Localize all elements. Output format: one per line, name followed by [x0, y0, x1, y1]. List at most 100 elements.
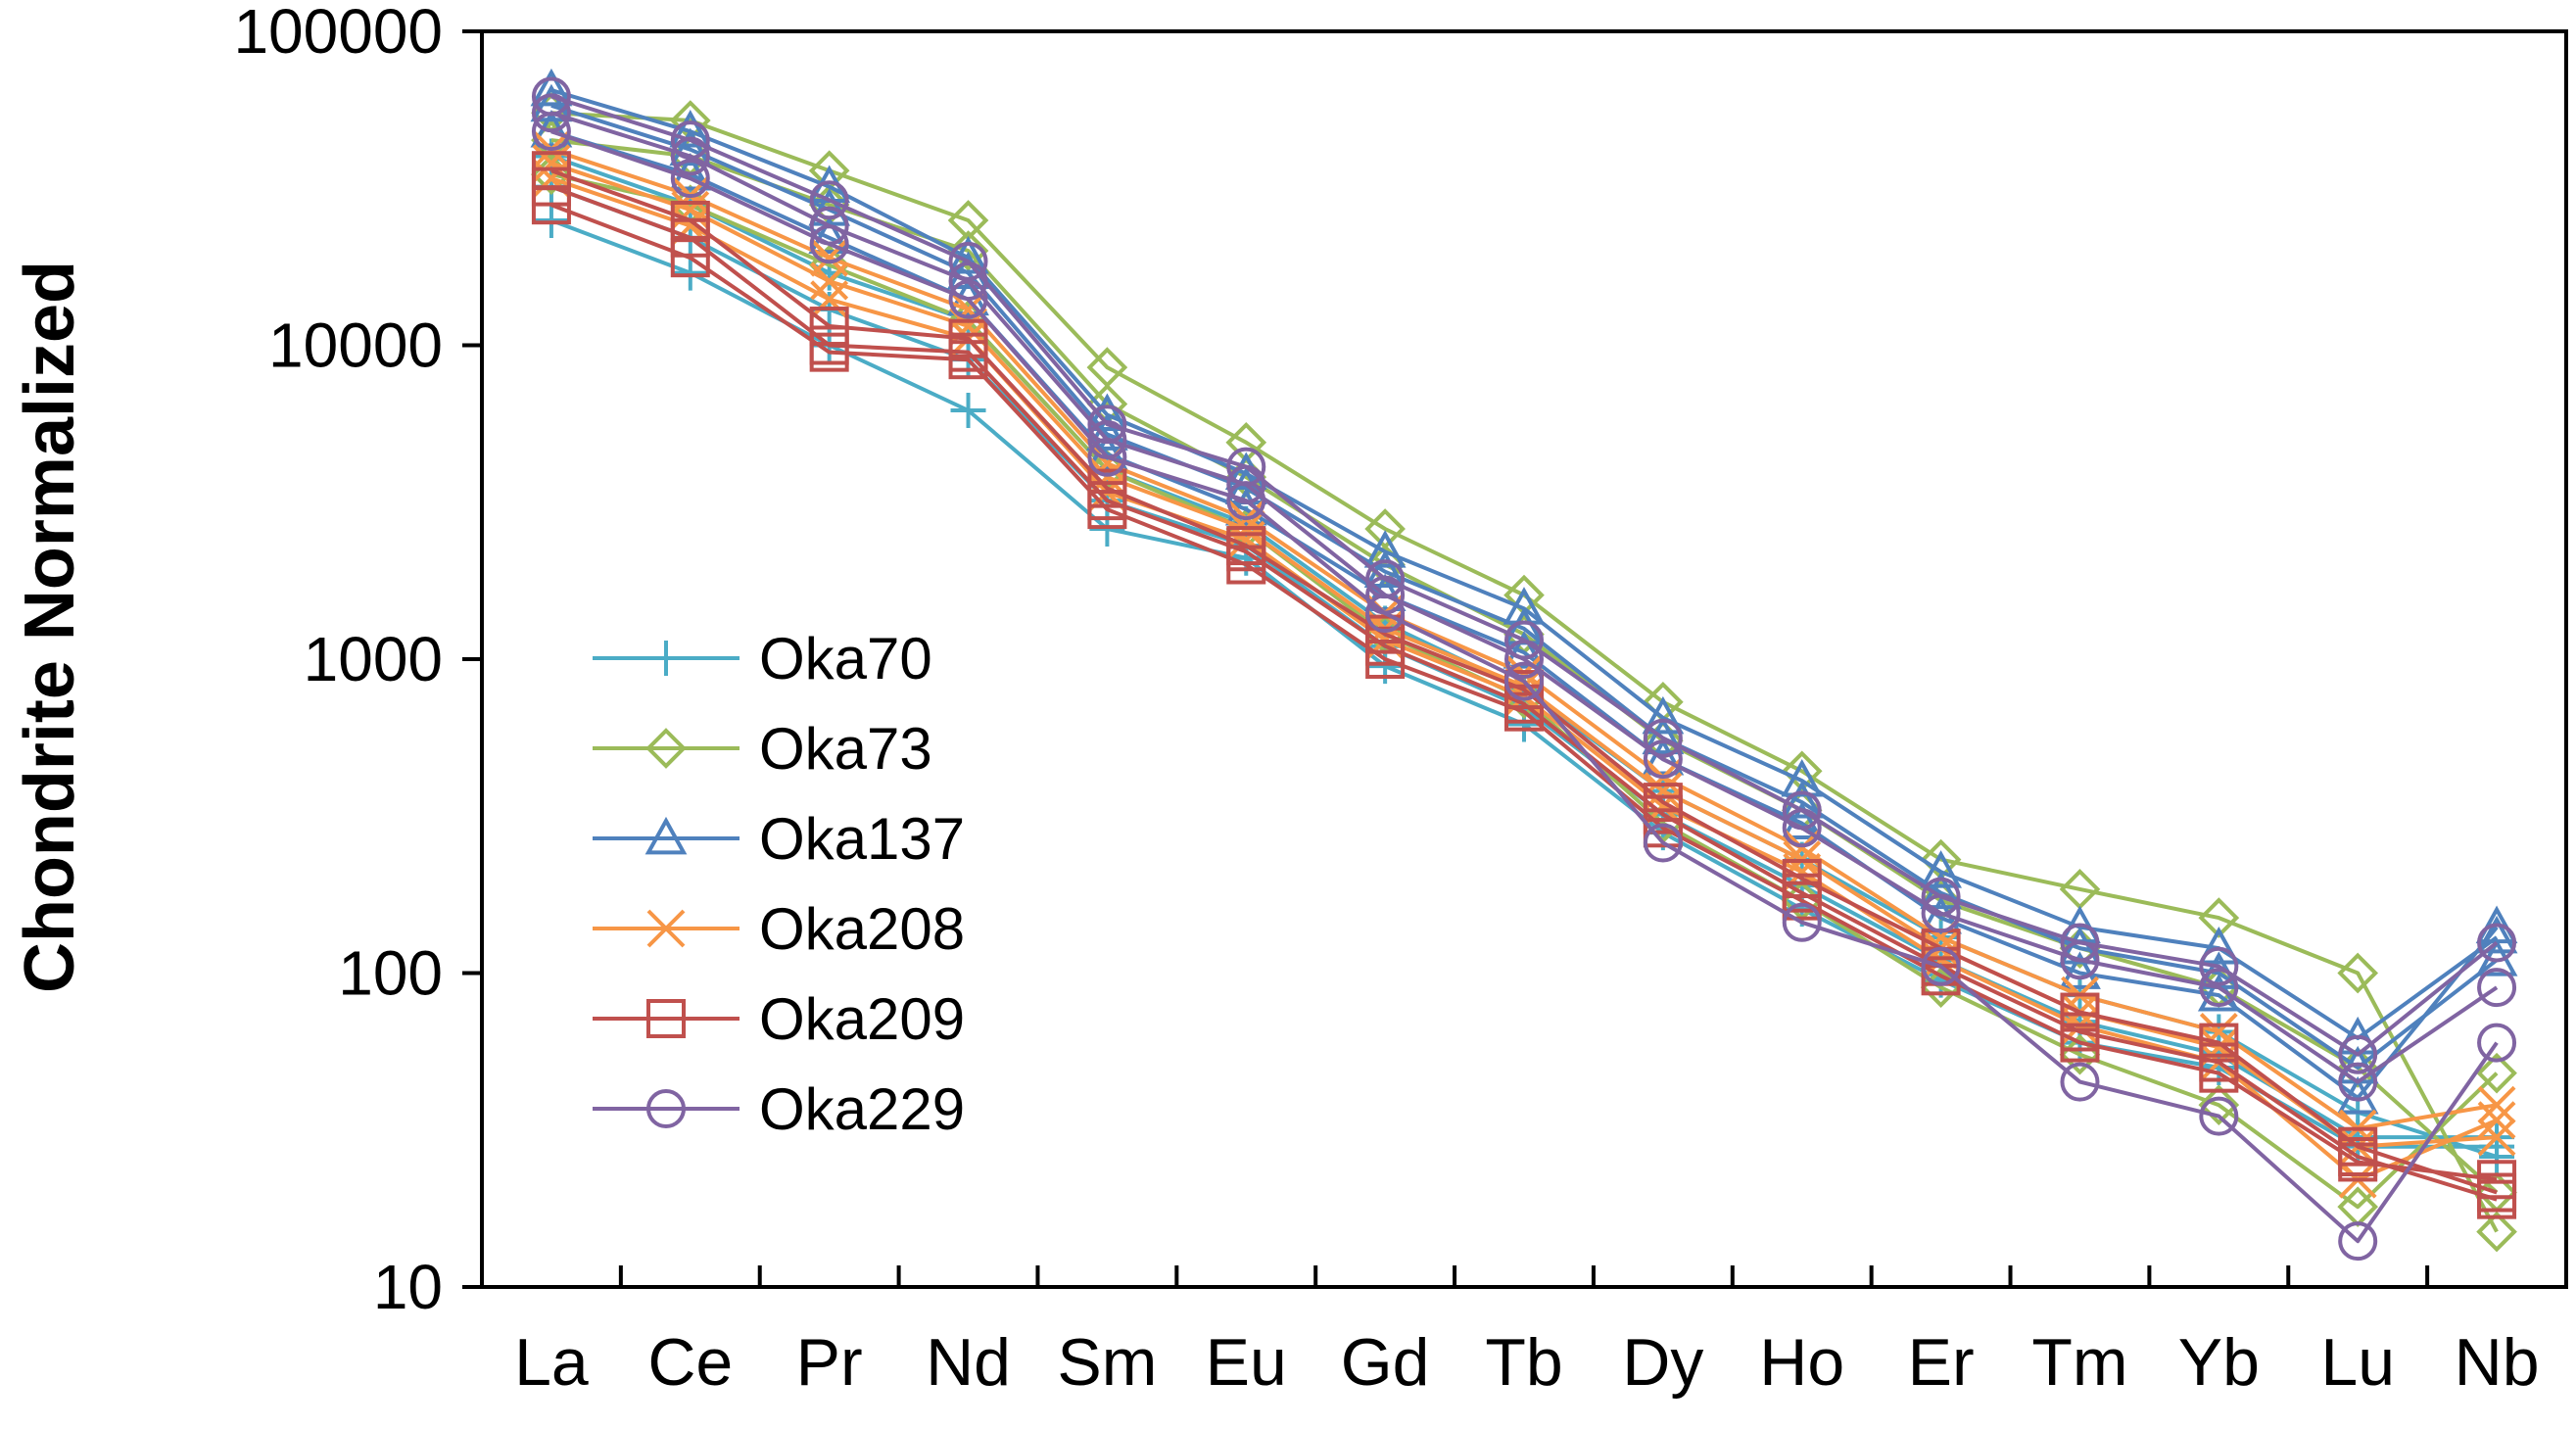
x-tick-label-ce: Ce: [647, 1325, 733, 1400]
data-point-oka229-nb: [2477, 1023, 2517, 1063]
legend-label-oka73: Oka73: [759, 716, 932, 782]
data-point-oka70-la: [533, 202, 569, 238]
data-point-oka70-ce: [672, 255, 708, 291]
x-tick-label-dy: Dy: [1622, 1325, 1703, 1400]
data-point-oka209-nb: [2477, 1179, 2517, 1219]
data-point-oka229-lu: [2338, 1034, 2378, 1074]
legend: Oka70 Oka73 Oka137 Oka208 Oka209 Oka229: [593, 626, 965, 1142]
legend-item-oka137: Oka137: [593, 806, 965, 872]
data-point-oka137-tm: [2059, 951, 2101, 989]
data-point-oka229-pr: [809, 180, 849, 220]
y-tick-label: 10: [373, 1252, 443, 1322]
data-point-oka209-ce: [670, 238, 710, 278]
data-point-oka229-nb: [2477, 923, 2517, 963]
data-point-oka73-yb: [2198, 897, 2240, 938]
legend-item-oka73: Oka73: [593, 716, 932, 782]
data-point-oka137-yb: [2197, 927, 2240, 965]
data-point-oka229-er: [1921, 946, 1961, 986]
legend-marker-oka209: [646, 999, 686, 1038]
legend-label-oka208: Oka208: [759, 896, 965, 962]
data-point-oka229-pr: [809, 224, 849, 264]
series-oka229: [531, 76, 2517, 1262]
data-point-oka229-eu: [1226, 481, 1266, 521]
x-tick-label-nb: Nb: [2455, 1325, 2540, 1400]
legend-item-oka229: Oka229: [593, 1076, 965, 1142]
data-point-oka229-sm: [1087, 405, 1127, 445]
data-point-oka137-dy: [1642, 738, 1685, 776]
series-line-oka137-2: [550, 103, 2499, 1070]
x-tick-label-er: Er: [1908, 1325, 1975, 1400]
data-point-oka209-la: [531, 185, 571, 225]
series-line-oka209-1: [550, 168, 2498, 1195]
data-point-oka137-ho: [1781, 781, 1824, 819]
data-point-oka229-la: [531, 112, 571, 152]
legend-label-oka137: Oka137: [759, 806, 965, 872]
x-tick-label-pr: Pr: [796, 1325, 863, 1400]
data-point-oka73-nb: [2476, 1211, 2517, 1253]
data-point-oka137-dy: [1642, 695, 1685, 735]
data-point-oka209-nd: [948, 340, 988, 380]
data-point-oka209-gd: [1365, 640, 1406, 679]
data-marks: [530, 68, 2518, 1262]
data-point-oka229-gd: [1365, 594, 1406, 634]
data-point-oka209-ce: [670, 217, 710, 258]
data-point-oka137-la: [530, 68, 573, 107]
y-axis-label: Chondrite Normalized: [11, 261, 89, 993]
y-tick-label: 10000: [268, 310, 443, 381]
data-point-oka137-er: [1920, 850, 1962, 888]
data-point-oka229-er: [1921, 893, 1961, 933]
series-line-oka137-3: [550, 129, 2499, 1100]
data-point-oka229-sm: [1087, 437, 1127, 477]
axes: 10 100 1000 10000 100000 La Ce Pr Nd Sm Eu Gd Tb Dy Ho…: [233, 0, 2539, 1400]
legend-item-oka209: Oka209: [593, 986, 965, 1052]
series-oka209: [531, 151, 2517, 1219]
data-point-oka229-yb: [2199, 946, 2239, 986]
data-point-oka137-tb: [1503, 631, 1546, 669]
series-line-oka229-2: [550, 111, 2499, 1084]
data-point-oka208-nb: [2477, 1101, 2516, 1140]
legend-marker-oka229: [646, 1089, 686, 1128]
data-point-oka209-nb: [2477, 1160, 2517, 1200]
data-point-oka229-ho: [1782, 902, 1822, 942]
legend-item-oka208: Oka208: [593, 896, 965, 962]
x-tick-label-eu: Eu: [1206, 1325, 1287, 1400]
data-point-oka208-pr: [810, 280, 849, 319]
data-point-oka73-nd: [947, 230, 989, 271]
data-point-oka229-nd: [948, 241, 988, 281]
data-point-oka137-dy: [1642, 716, 1685, 755]
data-point-oka137-gd: [1363, 530, 1407, 568]
y-tick-label: 100: [338, 938, 443, 1009]
data-point-oka70-nb: [2479, 1139, 2515, 1174]
data-point-oka209-tb: [1504, 691, 1544, 732]
legend-item-oka70: Oka70: [593, 626, 932, 691]
x-tick-label-lu: Lu: [2320, 1325, 2395, 1400]
x-tick-label-gd: Gd: [1341, 1325, 1430, 1400]
data-point-oka73-nb: [2476, 1052, 2517, 1094]
data-point-oka229-nb: [2477, 968, 2517, 1008]
data-point-oka137-ce: [669, 127, 712, 167]
data-point-oka229-lu: [2338, 1221, 2378, 1262]
data-point-oka229-tm: [2060, 1062, 2100, 1102]
data-point-oka73-yb: [2198, 1084, 2240, 1126]
data-point-oka229-la: [531, 93, 571, 133]
series-line-oka73-1: [550, 111, 2499, 1233]
data-point-oka137-ho: [1781, 758, 1824, 797]
x-tick-label-ho: Ho: [1759, 1325, 1844, 1400]
y-tick-label: 1000: [304, 624, 443, 694]
series-line-oka209-3: [550, 203, 2498, 1182]
data-point-oka229-tb: [1504, 661, 1544, 701]
x-tick-label-tm: Tm: [2031, 1325, 2127, 1400]
data-point-oka209-sm: [1087, 490, 1127, 530]
data-point-oka208-nb: [2477, 1085, 2516, 1124]
data-point-oka209-eu: [1226, 545, 1266, 585]
data-point-oka229-tm: [2060, 940, 2100, 980]
data-point-oka229-yb: [2199, 1096, 2239, 1136]
data-point-oka229-lu: [2338, 1062, 2378, 1102]
legend-label-oka70: Oka70: [759, 626, 932, 691]
data-point-oka209-dy: [1643, 808, 1683, 848]
series-line-oka229-3: [550, 129, 2499, 1244]
data-point-oka209-er: [1921, 956, 1961, 996]
data-point-oka70-nd: [950, 393, 986, 429]
data-point-oka229-ho: [1782, 808, 1822, 848]
